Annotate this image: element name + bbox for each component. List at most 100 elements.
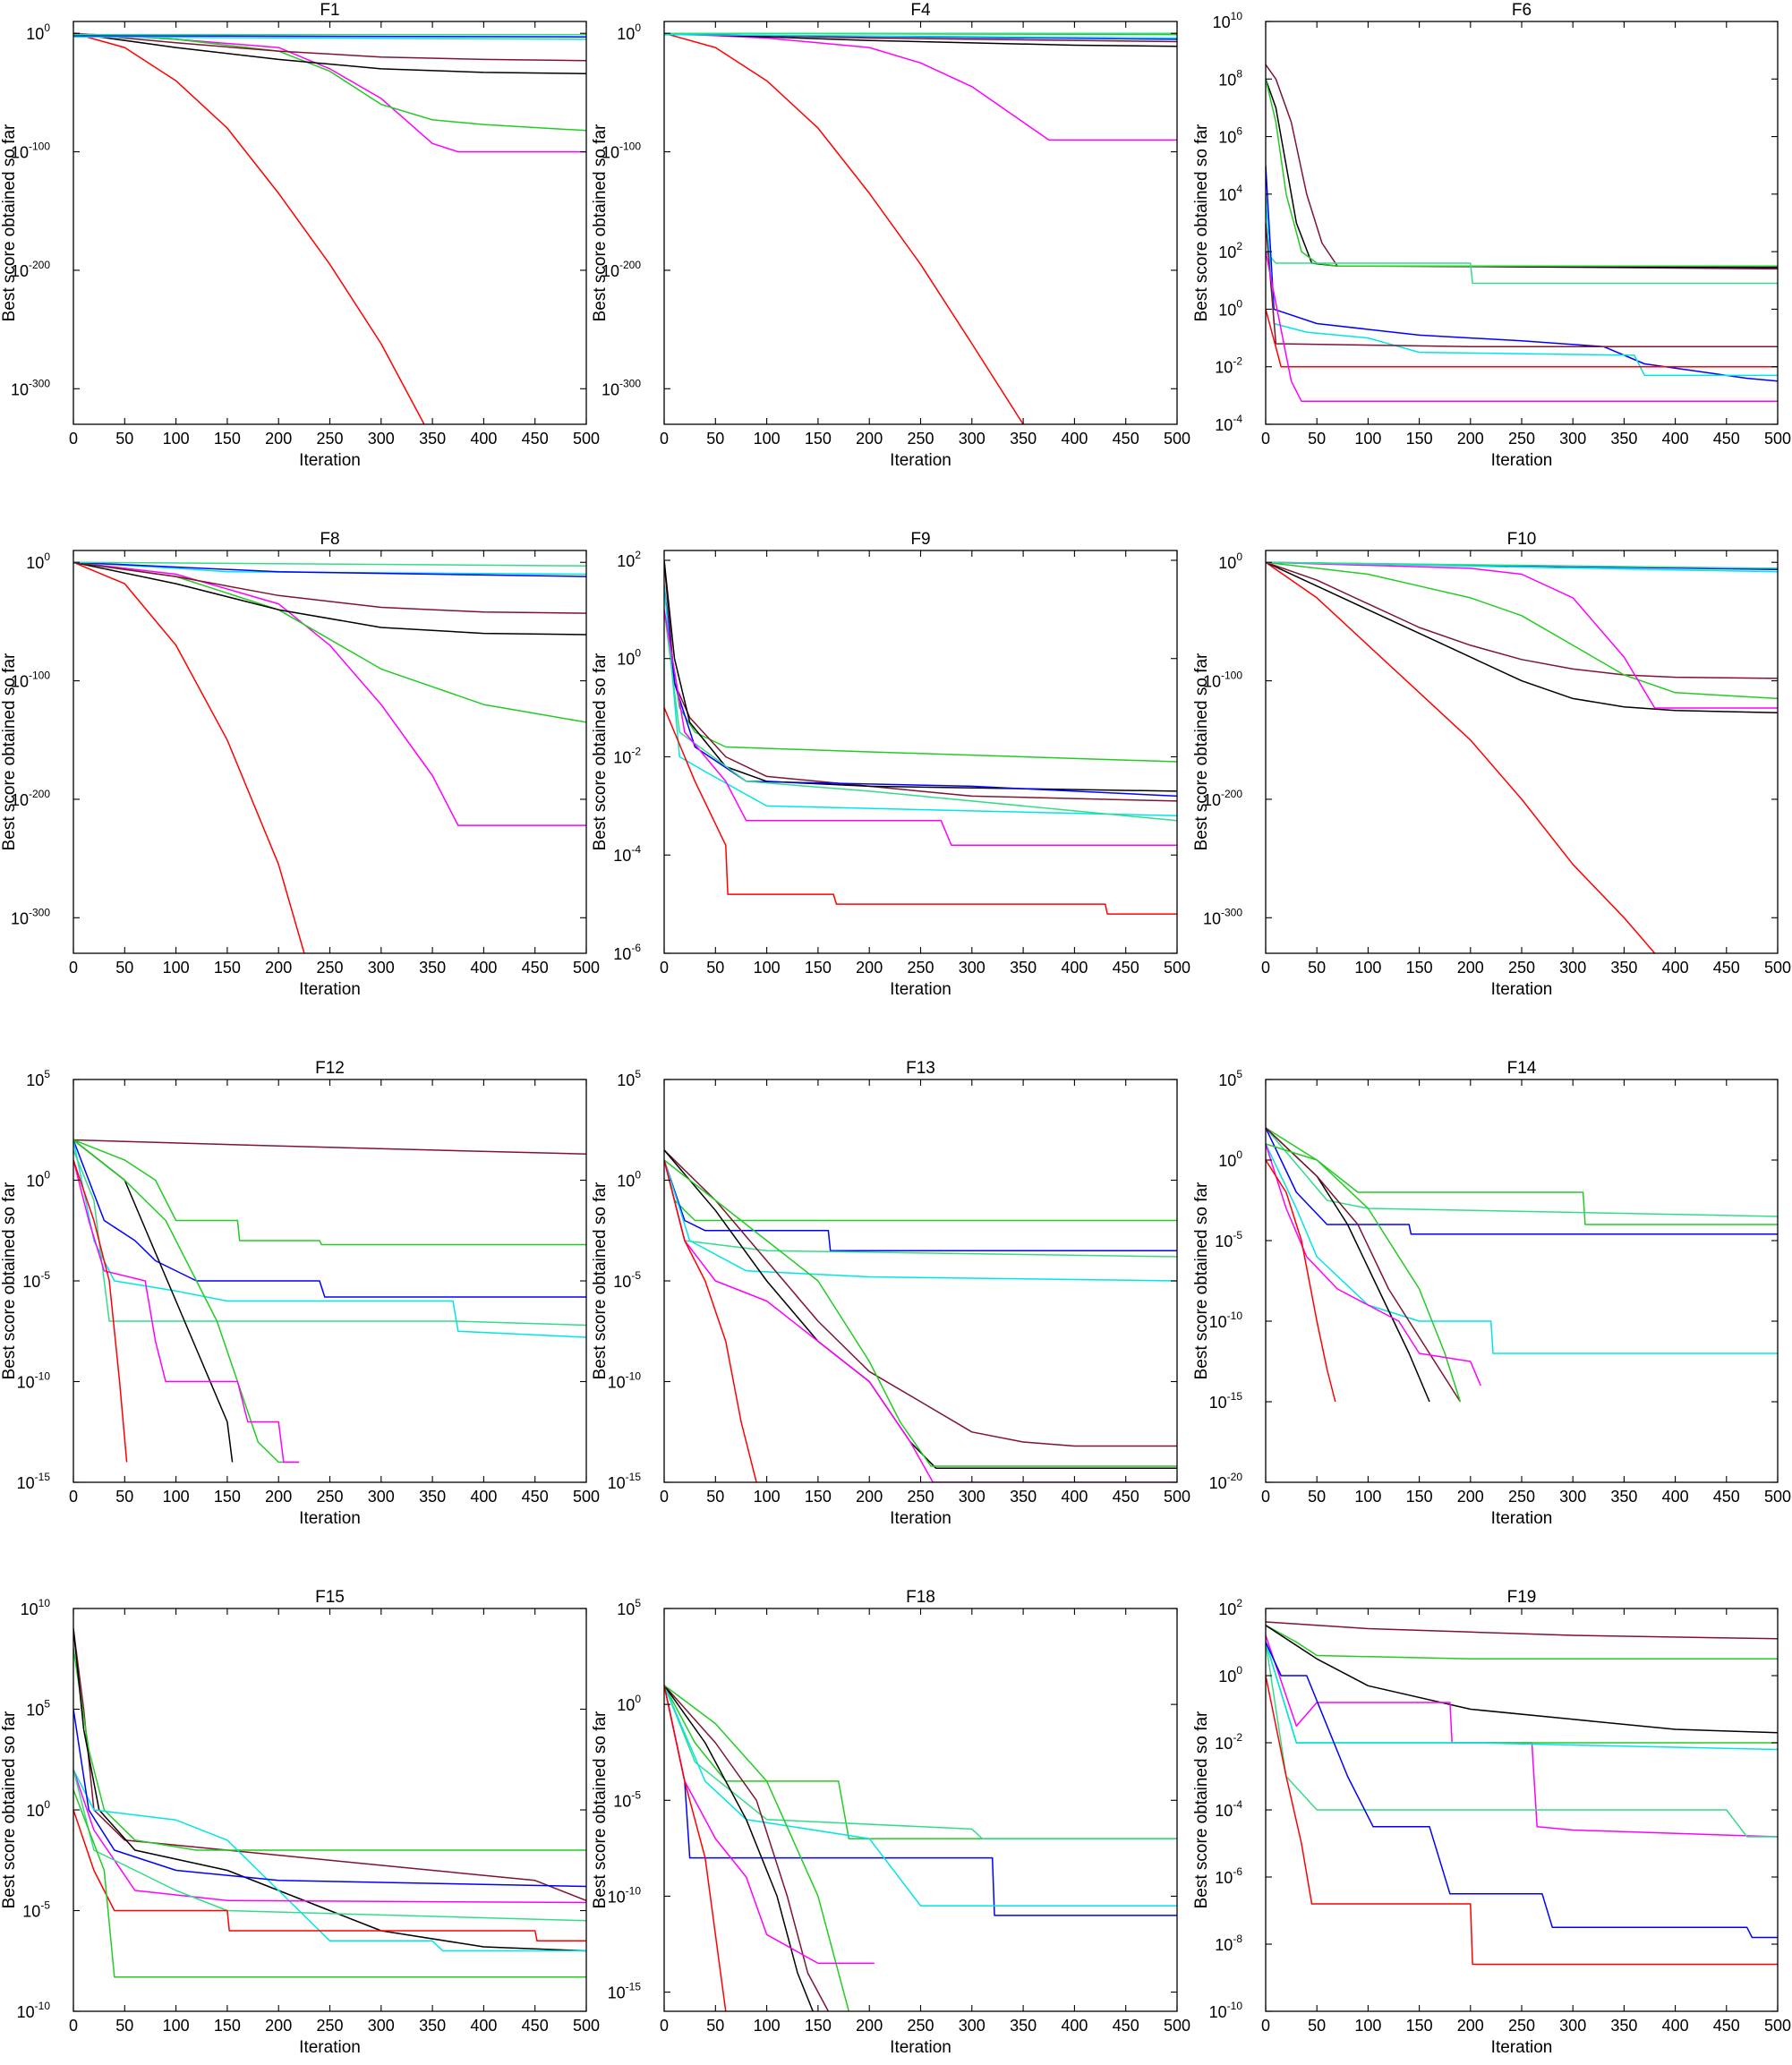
chart-f19-ytick-label: 102 xyxy=(1218,1597,1242,1618)
chart-f13-ylabel: Best score obtained so far xyxy=(591,1182,610,1379)
chart-f4-xtick-label: 100 xyxy=(754,430,781,448)
chart-f13-xtick-label: 250 xyxy=(907,1488,934,1506)
chart-f4-xlabel: Iteration xyxy=(890,451,951,470)
chart-f12-series-group xyxy=(73,1139,586,1463)
chart-f9-series-group xyxy=(664,559,1177,915)
chart-f14-series-green-line xyxy=(1266,1143,1462,1403)
chart-f14-xtick-label: 500 xyxy=(1764,1488,1791,1506)
chart-f9-xlabel: Iteration xyxy=(890,980,951,999)
chart-f15-series-mint-line xyxy=(73,1769,586,1922)
chart-f6-xtick-label: 250 xyxy=(1508,430,1535,448)
chart-f8-ylabel: Best score obtained so far xyxy=(0,653,19,850)
chart-f9: F9 0 50 100 150 200 250 300 350 400 450 500 Iteratio… xyxy=(591,530,1190,999)
chart-f9-ytick-label: 10-2 xyxy=(613,745,641,766)
chart-f18-xtick-label: 150 xyxy=(805,2017,832,2035)
chart-f12-xtick-label: 150 xyxy=(214,1488,241,1506)
chart-f1-ytick-label: 100 xyxy=(26,21,50,43)
chart-f13-series-blue-line xyxy=(664,1159,1177,1252)
chart-f6-series-mint-line xyxy=(1266,251,1778,285)
chart-f12-ytick-label: 105 xyxy=(26,1068,50,1089)
chart-f12-series-mint-line xyxy=(73,1149,586,1327)
chart-f13-xtick-label: 150 xyxy=(805,1488,832,1506)
chart-f4-xtick-label: 300 xyxy=(959,430,986,448)
chart-f18: F18 0 50 100 150 200 250 300 350 400 450 500 Iterati… xyxy=(591,1588,1190,2057)
chart-f10-ytick-label: 100 xyxy=(1218,550,1242,572)
chart-f19-series-black-line xyxy=(1266,1625,1778,1734)
chart-f14-xtick-label: 300 xyxy=(1559,1488,1586,1506)
chart-f18-xtick-label: 0 xyxy=(660,2017,669,2035)
chart-f4-xtick-label: 250 xyxy=(907,430,934,448)
chart-f15-xtick-label: 500 xyxy=(573,2017,600,2035)
chart-f13-series-green-line xyxy=(664,1159,1177,1222)
chart-f6-ytick-label: 1010 xyxy=(1213,10,1243,31)
chart-f6-ytick-label: 106 xyxy=(1218,125,1242,147)
chart-f6-ytick-label: 100 xyxy=(1218,297,1242,319)
chart-f1-xtick-label: 300 xyxy=(368,430,395,448)
chart-f4-ytick-label: 10-300 xyxy=(602,377,641,398)
chart-f13-ytick-label: 10-10 xyxy=(608,1370,642,1392)
chart-f19-xtick-label: 450 xyxy=(1713,2017,1740,2035)
chart-f18-xtick-label: 50 xyxy=(706,2017,724,2035)
chart-f8-series-green-line xyxy=(73,561,586,723)
chart-f19-xtick-label: 100 xyxy=(1354,2017,1381,2035)
chart-f13-xtick-label: 50 xyxy=(706,1488,724,1506)
chart-f9-xtick-label: 0 xyxy=(660,959,669,977)
chart-f14-series-green-line xyxy=(1266,1127,1778,1225)
chart-f10-series-black-line xyxy=(1266,561,1778,714)
chart-f1-xtick-label: 0 xyxy=(69,430,78,448)
chart-f9-xtick-label: 300 xyxy=(959,959,986,977)
chart-f19-xlabel: Iteration xyxy=(1491,2038,1553,2057)
chart-f13-xtick-label: 350 xyxy=(1010,1488,1037,1506)
chart-f6-series-black-line xyxy=(1266,79,1778,269)
chart-f10-ylabel: Best score obtained so far xyxy=(1192,653,1211,850)
chart-f12-series-green-line xyxy=(73,1139,300,1463)
chart-f10-xtick-label: 100 xyxy=(1354,959,1381,977)
chart-f19-series-green-line xyxy=(1266,1642,1778,1744)
chart-f1-xtick-label: 350 xyxy=(419,430,446,448)
chart-f8-title: F8 xyxy=(320,530,339,549)
chart-f18-xtick-label: 300 xyxy=(959,2017,986,2035)
chart-f6-series-group xyxy=(1266,64,1778,403)
chart-f14-xtick-label: 450 xyxy=(1713,1488,1740,1506)
chart-f9-ytick-label: 100 xyxy=(617,647,641,669)
chart-f8-xtick-label: 450 xyxy=(522,959,549,977)
chart-f8: F8 0 50 100 150 200 250 300 350 400 450 500 Iteratio… xyxy=(0,530,600,999)
chart-f10-series-green-line xyxy=(1266,561,1778,700)
chart-f8-series-blue-line xyxy=(73,561,586,577)
chart-f6-ytick-label: 102 xyxy=(1218,240,1242,261)
chart-f19-series-blue-line xyxy=(1266,1642,1778,1939)
chart-f19-title: F19 xyxy=(1507,1588,1537,1607)
chart-f18-series-green-line xyxy=(664,1685,850,2011)
chart-f18-ytick-label: 10-10 xyxy=(608,1884,642,1906)
chart-f19-series-maroon-line xyxy=(1266,1621,1778,1640)
chart-f6-ylabel: Best score obtained so far xyxy=(1192,124,1211,321)
chart-f9-xtick-label: 100 xyxy=(754,959,781,977)
chart-f9-series-black-line xyxy=(664,559,1177,792)
chart-f18-series-group xyxy=(664,1685,1177,2011)
chart-f18-series-cyan-line xyxy=(664,1685,1177,1907)
chart-f4-xtick-label: 200 xyxy=(856,430,883,448)
chart-f12-xtick-label: 50 xyxy=(115,1488,133,1506)
chart-f10-xtick-label: 300 xyxy=(1559,959,1586,977)
chart-f14-series-red-line xyxy=(1266,1159,1336,1403)
chart-f14-series-magenta-line xyxy=(1266,1143,1481,1387)
chart-f18-xtick-label: 500 xyxy=(1164,2017,1190,2035)
chart-f4-plot-frame xyxy=(663,21,1178,425)
chart-f14-ytick-label: 10-15 xyxy=(1209,1390,1243,1412)
chart-f6-xtick-label: 400 xyxy=(1662,430,1689,448)
chart-f4-series-red-line xyxy=(664,32,1024,424)
chart-f12-series-black-line xyxy=(73,1139,234,1463)
chart-f4-xtick-label: 150 xyxy=(805,430,832,448)
chart-f6-xtick-label: 150 xyxy=(1406,430,1433,448)
chart-f19-ytick-label: 100 xyxy=(1218,1664,1242,1685)
chart-f6-xtick-label: 350 xyxy=(1610,430,1637,448)
chart-f14-series-cyan-line xyxy=(1266,1143,1778,1354)
chart-f10-xtick-label: 0 xyxy=(1261,959,1270,977)
chart-f9-series-green-line xyxy=(664,559,1177,763)
chart-f12-plot-frame xyxy=(73,1079,587,1483)
chart-f18-ylabel: Best score obtained so far xyxy=(591,1711,610,1908)
chart-f14-xtick-label: 150 xyxy=(1406,1488,1433,1506)
chart-f14-ylabel: Best score obtained so far xyxy=(1192,1182,1211,1379)
chart-f15-xtick-label: 350 xyxy=(419,2017,446,2035)
chart-f9-plot-frame xyxy=(663,550,1178,954)
